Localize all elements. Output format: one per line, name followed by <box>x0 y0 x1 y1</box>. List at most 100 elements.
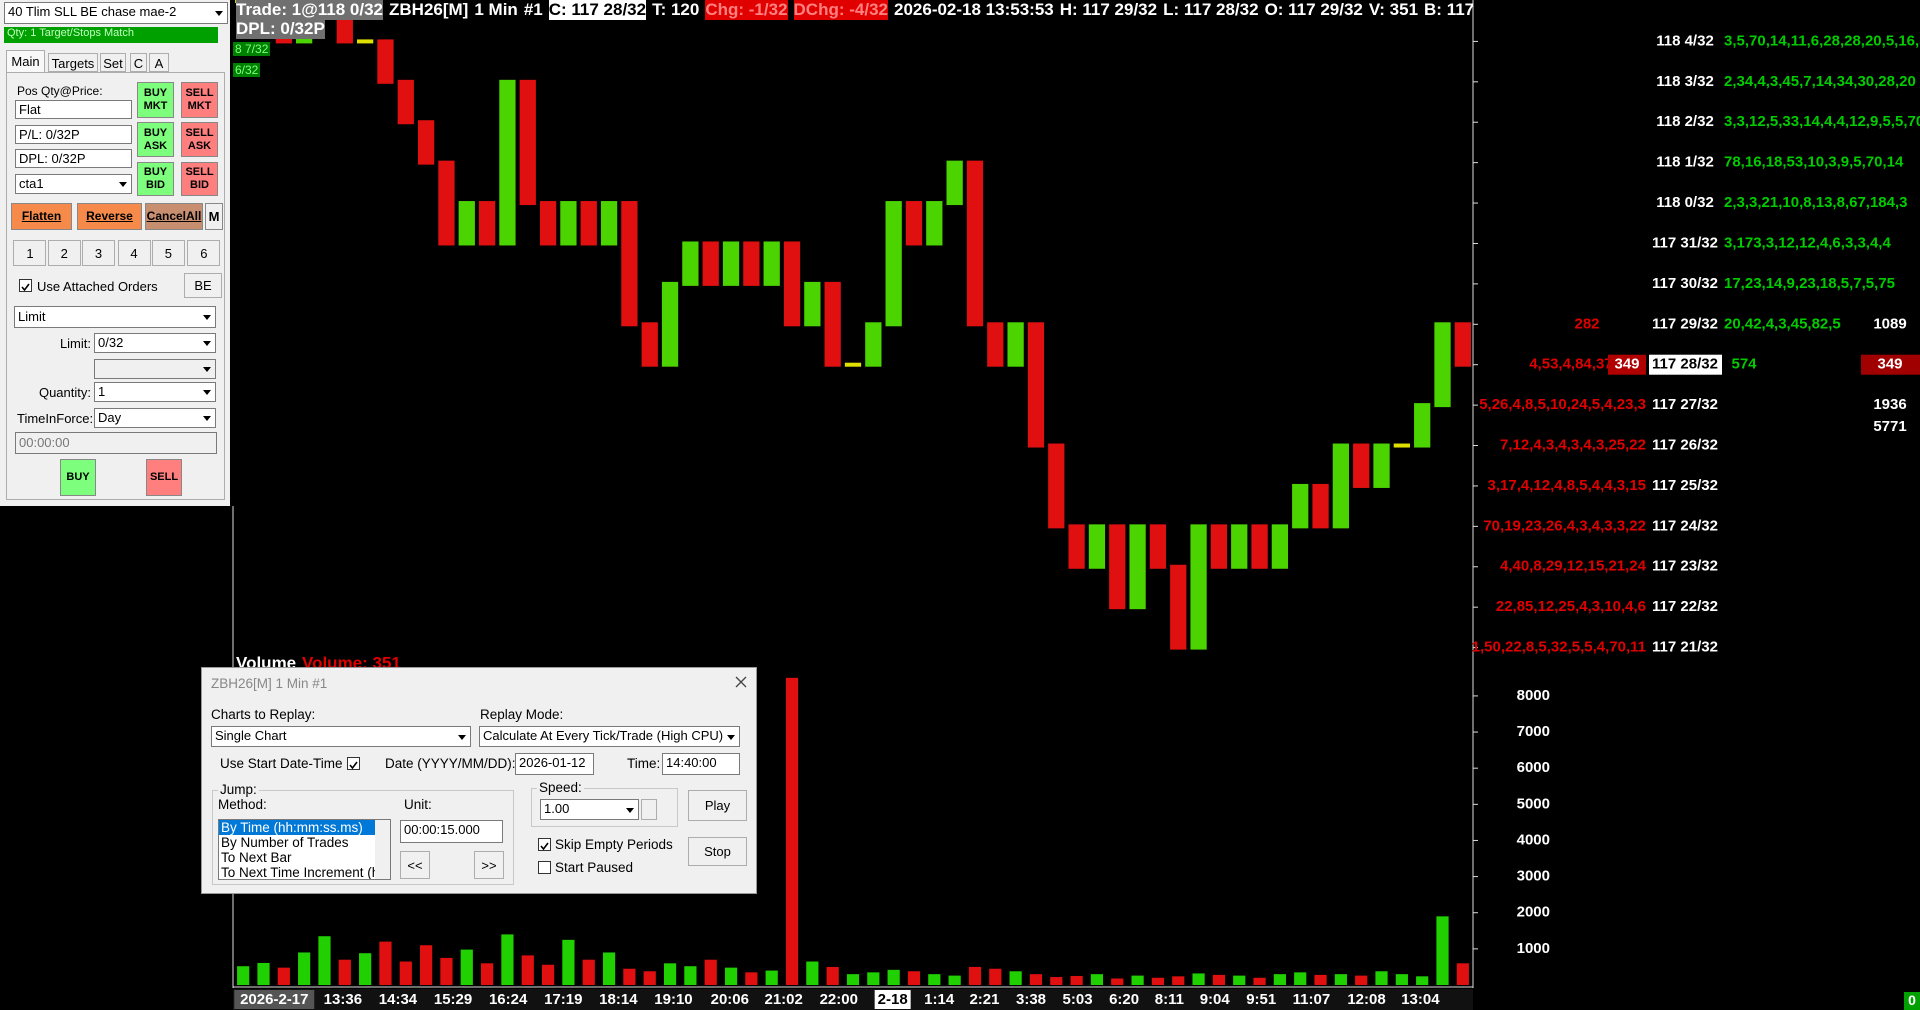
button[interactable]: Play <box>688 790 747 821</box>
high: H: 117 29/32 <box>1059 0 1158 19</box>
button[interactable]: M <box>205 203 223 230</box>
list-item[interactable]: To Next Bar <box>221 850 292 865</box>
time-input[interactable]: 14:40:00 <box>662 753 740 775</box>
datetime: 2026-02-18 13:53:53 <box>894 0 1054 19</box>
config-select[interactable]: 40 Tlim SLL BE chase mae-2 <box>4 2 228 24</box>
scrollbar[interactable] <box>375 820 390 879</box>
time-label: 6:20 <box>1109 991 1139 1008</box>
charts-select[interactable]: Single Chart <box>211 726 471 747</box>
quick-button[interactable]: 1 <box>13 240 47 266</box>
bid-sizes: 5,26,4,8,5,10,24,5,4,23,3 <box>1479 396 1646 413</box>
price-label: 117 28/32 <box>1652 356 1718 373</box>
price-bar <box>1231 524 1248 569</box>
list-item[interactable]: To Next Time Increment (h <box>221 865 380 880</box>
quick-button[interactable]: 4 <box>117 240 151 266</box>
button[interactable]: BE <box>184 273 222 298</box>
volume-bar <box>989 968 1002 985</box>
time-label: 16:24 <box>489 991 528 1008</box>
account-select[interactable]: cta1 <box>15 174 132 194</box>
quick-button[interactable]: 6 <box>187 240 221 266</box>
label: TimeInForce: <box>17 411 94 426</box>
price-bar <box>1129 524 1146 610</box>
limit-input[interactable]: 0/32 <box>94 333 216 353</box>
button[interactable]: BUY ASK <box>137 122 174 157</box>
ask-sizes: 78,16,18,53,10,3,9,5,70,14 <box>1724 154 1904 171</box>
volume-bar <box>1131 975 1144 985</box>
tab[interactable]: Targets <box>48 53 98 72</box>
button[interactable]: SELL MKT <box>181 82 218 118</box>
close-button[interactable] <box>735 676 747 688</box>
tab[interactable]: Set <box>100 53 126 72</box>
order-type-select[interactable]: Limit <box>14 306 216 328</box>
volume-bar <box>1395 974 1408 985</box>
volume-bar <box>501 934 514 985</box>
label: Method: <box>218 797 267 812</box>
time-label: 11:07 <box>1293 991 1331 1008</box>
speed-select[interactable]: 1.00 <box>540 799 639 820</box>
checkbox[interactable] <box>347 757 360 770</box>
time-label: 9:04 <box>1200 991 1231 1008</box>
button[interactable]: BUY MKT <box>137 82 174 118</box>
button[interactable]: CancelAll <box>145 203 203 230</box>
low: L: 117 28/32 <box>1163 0 1259 19</box>
button[interactable]: << <box>400 851 430 879</box>
tab-body <box>6 72 225 500</box>
label: Skip Empty Periods <box>555 837 673 852</box>
button[interactable]: Reverse <box>77 203 142 230</box>
button[interactable]: SELL ASK <box>181 122 218 157</box>
price-label: 118 2/32 <box>1656 113 1714 130</box>
price-bar <box>377 39 394 84</box>
price-bar <box>804 281 821 327</box>
time-label: 19:10 <box>654 991 692 1008</box>
date-input[interactable]: 2026-01-12 <box>515 753 594 775</box>
button[interactable]: SELL BID <box>181 162 218 196</box>
check <box>349 761 358 770</box>
right-bid: 349 <box>1877 356 1902 373</box>
button[interactable]: Flatten <box>11 203 72 230</box>
button[interactable]: >> <box>474 851 504 879</box>
volume-bar <box>1029 974 1043 985</box>
tab[interactable]: A <box>149 53 169 72</box>
price-bar <box>1210 524 1228 569</box>
spinner[interactable] <box>641 799 657 820</box>
quick-button[interactable]: 5 <box>151 240 185 266</box>
checkbox[interactable] <box>538 861 551 874</box>
checkbox[interactable] <box>19 279 32 292</box>
price-bar <box>560 201 577 246</box>
price-bar <box>702 241 719 286</box>
dpl: DPL: 0/32P <box>236 19 325 39</box>
price-label: 118 0/32 <box>1656 194 1714 211</box>
price-bar <box>397 79 414 125</box>
button[interactable]: SELL <box>146 459 182 496</box>
button[interactable]: BUY BID <box>137 162 174 196</box>
price-bar <box>661 281 679 367</box>
quick-button[interactable]: 2 <box>47 240 81 266</box>
volume-bar <box>724 967 738 985</box>
time-label: 2-18 <box>878 991 908 1008</box>
volume-bar <box>826 966 839 985</box>
price-bar <box>357 39 374 44</box>
list-item[interactable]: By Number of Trades <box>221 835 349 850</box>
price-bar <box>905 201 923 246</box>
volume-bar <box>1111 978 1124 985</box>
volume-bar <box>257 962 270 985</box>
button[interactable]: BUY <box>60 459 96 496</box>
list-item[interactable]: By Time (hh:mm:ss.ms) <box>219 820 375 835</box>
right-bid-box <box>1861 354 1920 375</box>
mode-select[interactable]: Calculate At Every Tick/Trade (High CPU) <box>479 726 740 747</box>
quick-button[interactable]: 3 <box>82 240 116 266</box>
tif-select[interactable]: Day <box>94 408 216 428</box>
tab[interactable]: Main <box>6 50 45 72</box>
quantity-input[interactable]: 1 <box>94 382 216 402</box>
y-tick-label: 1000 <box>1517 940 1550 957</box>
unit-input[interactable]: 00:00:15.000 <box>400 820 503 843</box>
time-label: 14:34 <box>379 991 418 1008</box>
checkbox[interactable] <box>538 838 551 851</box>
price-bar <box>580 201 597 246</box>
price-bar <box>1292 483 1309 529</box>
bid-sizes: 22,85,12,25,4,3,10,4,6 <box>1496 598 1646 615</box>
bid-sizes: 4,40,8,29,12,15,21,24 <box>1500 558 1647 575</box>
button[interactable]: Stop <box>688 837 747 866</box>
label: Date (YYYY/MM/DD): <box>385 756 516 771</box>
tab[interactable]: C <box>130 53 147 72</box>
